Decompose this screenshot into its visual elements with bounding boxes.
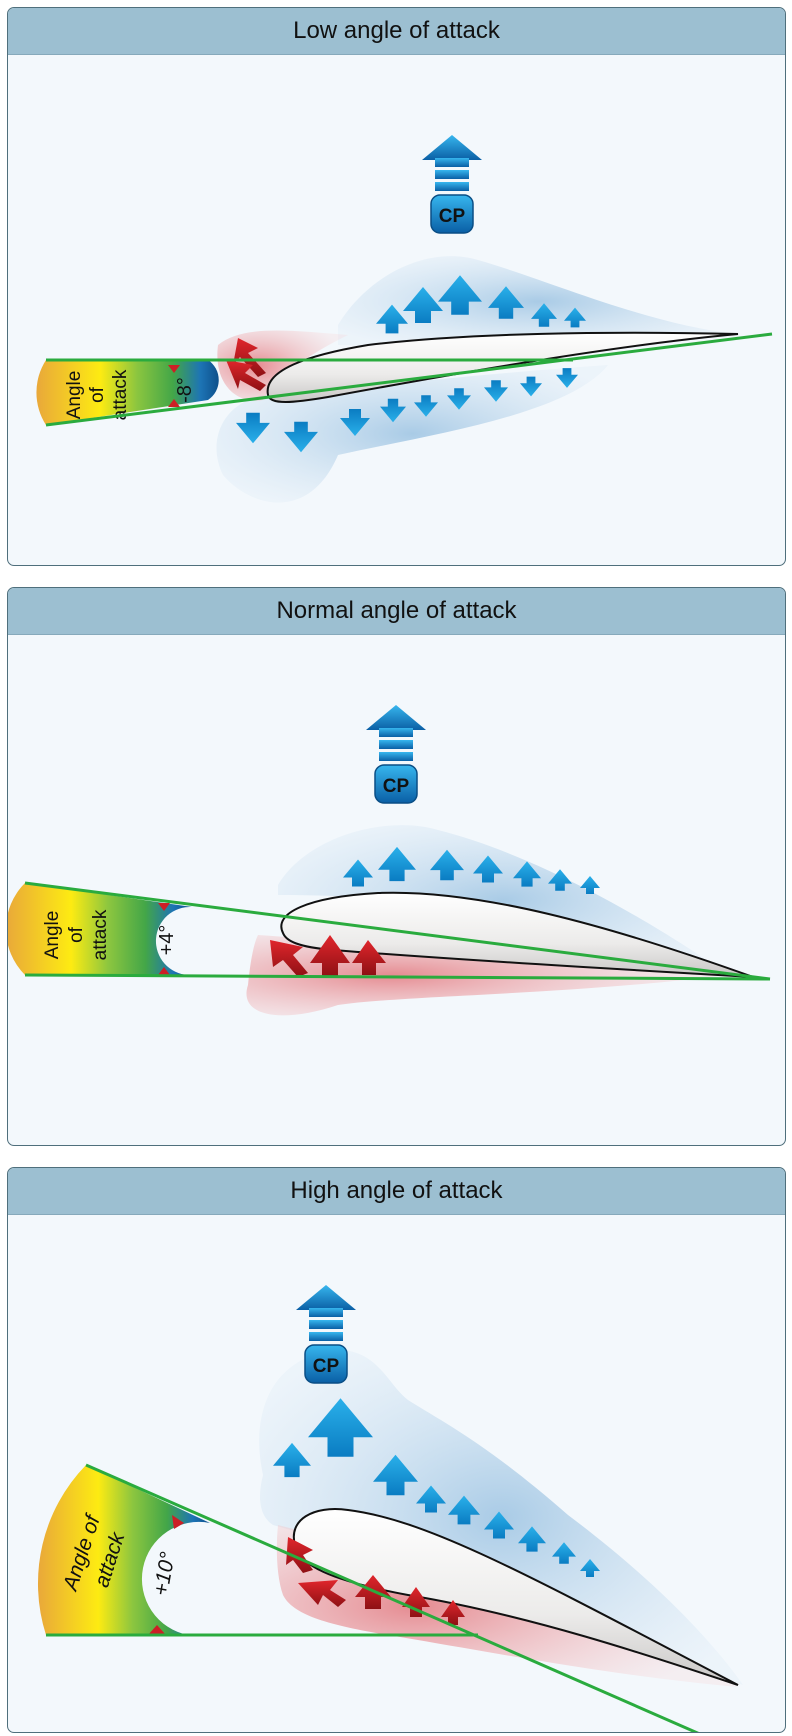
center-of-pressure: CP xyxy=(366,705,426,803)
panel-high-angle: High angle of attack xyxy=(7,1167,786,1733)
normal-angle-diagram: CP Angle of attack +4° xyxy=(8,635,785,1145)
panel-normal-angle: Normal angle of attack CP xyxy=(7,587,786,1146)
angle-gauge: Angle of attack +4° xyxy=(8,883,192,975)
angle-value: +10° xyxy=(149,1550,179,1597)
cp-label: CP xyxy=(439,206,466,227)
panel-title: High angle of attack xyxy=(8,1168,785,1215)
aoa-label-line-3: attack xyxy=(110,369,131,420)
panel-title: Normal angle of attack xyxy=(8,588,785,635)
angle-value: +4° xyxy=(156,925,178,956)
panel-title: Low angle of attack xyxy=(8,8,785,55)
angle-gauge: Angle of attack +10° xyxy=(38,1465,210,1635)
cp-label: CP xyxy=(313,1356,340,1377)
center-of-pressure: CP xyxy=(422,135,482,233)
low-angle-diagram: CP Angle of attack -8° xyxy=(8,55,785,565)
aoa-label-line-1: Angle xyxy=(64,371,85,420)
aoa-label-line-3: attack xyxy=(90,909,111,960)
aoa-label-line-2: of xyxy=(66,926,87,943)
panel-low-angle: Low angle of attack xyxy=(7,7,786,566)
cp-label: CP xyxy=(383,776,410,797)
high-angle-diagram: CP Angle of attack +10° xyxy=(8,1215,785,1732)
aoa-label-line-1: Angle xyxy=(42,911,63,960)
center-of-pressure: CP xyxy=(296,1285,356,1383)
angle-value: -8° xyxy=(174,377,196,403)
aoa-label-line-2: of xyxy=(87,386,108,403)
